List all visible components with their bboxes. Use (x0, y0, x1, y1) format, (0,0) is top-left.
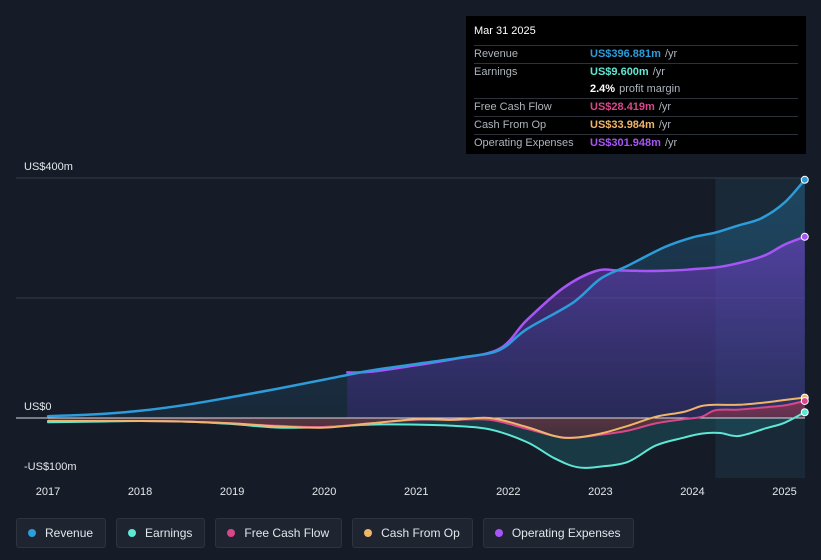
tooltip-label: Operating Expenses (474, 137, 574, 149)
data-tooltip: Mar 31 2025 Revenue US$396.881m /yr Earn… (466, 16, 806, 154)
tooltip-value: US$9.600m (590, 66, 649, 78)
tooltip-date: Mar 31 2025 (474, 24, 798, 46)
earnings-end-marker (800, 408, 809, 417)
cash-from-op-line (47, 396, 806, 439)
tooltip-row-earnings: Earnings US$9.600m /yr (474, 64, 798, 81)
x-tick-label: 2019 (220, 486, 244, 498)
x-tick-label: 2022 (496, 486, 520, 498)
x-tick-label: 2024 (680, 486, 704, 498)
legend-label: Cash From Op (381, 526, 460, 540)
x-tick-label: 2023 (588, 486, 612, 498)
operating-expenses-end-marker (800, 232, 809, 241)
legend-item-free-cash-flow[interactable]: Free Cash Flow (215, 518, 343, 548)
free-cash-flow-end-marker (800, 396, 809, 405)
legend-item-cash-from-op[interactable]: Cash From Op (352, 518, 473, 548)
tooltip-row-fcf: Free Cash Flow US$28.419m /yr (474, 99, 798, 117)
legend-dot-icon (128, 529, 137, 537)
legend-dot-icon (28, 529, 36, 537)
tooltip-label: Free Cash Flow (474, 101, 552, 113)
x-tick-label: 2017 (36, 486, 60, 498)
legend-label: Earnings (145, 526, 193, 540)
tooltip-value: 2.4% (590, 83, 616, 95)
revenue-end-marker (800, 175, 809, 184)
tooltip-label: Earnings (474, 66, 518, 78)
legend-dot-icon (494, 529, 503, 537)
legend-label: Operating Expenses (511, 526, 621, 540)
operating-expenses-area (347, 236, 805, 418)
tooltip-value: US$396.881m (590, 48, 661, 60)
tooltip-row-margin: 2.4% profit margin (474, 81, 798, 99)
tooltip-unit: /yr (664, 137, 678, 149)
tooltip-value: US$28.419m (590, 101, 655, 113)
tooltip-unit: /yr (652, 66, 665, 78)
legend-item-earnings[interactable]: Earnings (116, 518, 206, 548)
legend-dot-icon (227, 529, 236, 537)
legend-label: Revenue (45, 526, 94, 540)
tooltip-value: US$33.984m (590, 119, 655, 131)
tooltip-row-revenue: Revenue US$396.881m /yr (474, 46, 798, 64)
y-label-top: US$400m (24, 161, 73, 173)
x-tick-label: 2020 (312, 486, 336, 498)
tooltip-label (474, 81, 590, 98)
tooltip-unit: profit margin (619, 83, 681, 95)
legend-label: Free Cash Flow (244, 526, 330, 540)
tooltip-row-cfo: Cash From Op US$33.984m /yr (474, 117, 798, 135)
legend-item-operating-expenses[interactable]: Operating Expenses (482, 518, 634, 548)
y-label-bottom: -US$100m (24, 461, 77, 473)
legend-item-revenue[interactable]: Revenue (16, 518, 107, 548)
revenue-line (46, 178, 807, 418)
tooltip-unit: /yr (658, 101, 672, 113)
tooltip-unit: /yr (664, 48, 678, 60)
x-tick-label: 2021 (404, 486, 428, 498)
x-tick-label: 2018 (128, 486, 152, 498)
tooltip-value: US$301.948m (590, 137, 661, 149)
chart-legend: Revenue Earnings Free Cash Flow Cash Fro… (16, 518, 644, 548)
tooltip-row-opex: Operating Expenses US$301.948m /yr (474, 135, 798, 152)
tooltip-label: Cash From Op (474, 119, 547, 131)
x-tick-label: 2025 (772, 486, 796, 498)
y-label-zero: US$0 (24, 401, 52, 413)
tooltip-unit: /yr (658, 119, 672, 131)
legend-dot-icon (364, 529, 373, 537)
tooltip-label: Revenue (474, 48, 519, 60)
